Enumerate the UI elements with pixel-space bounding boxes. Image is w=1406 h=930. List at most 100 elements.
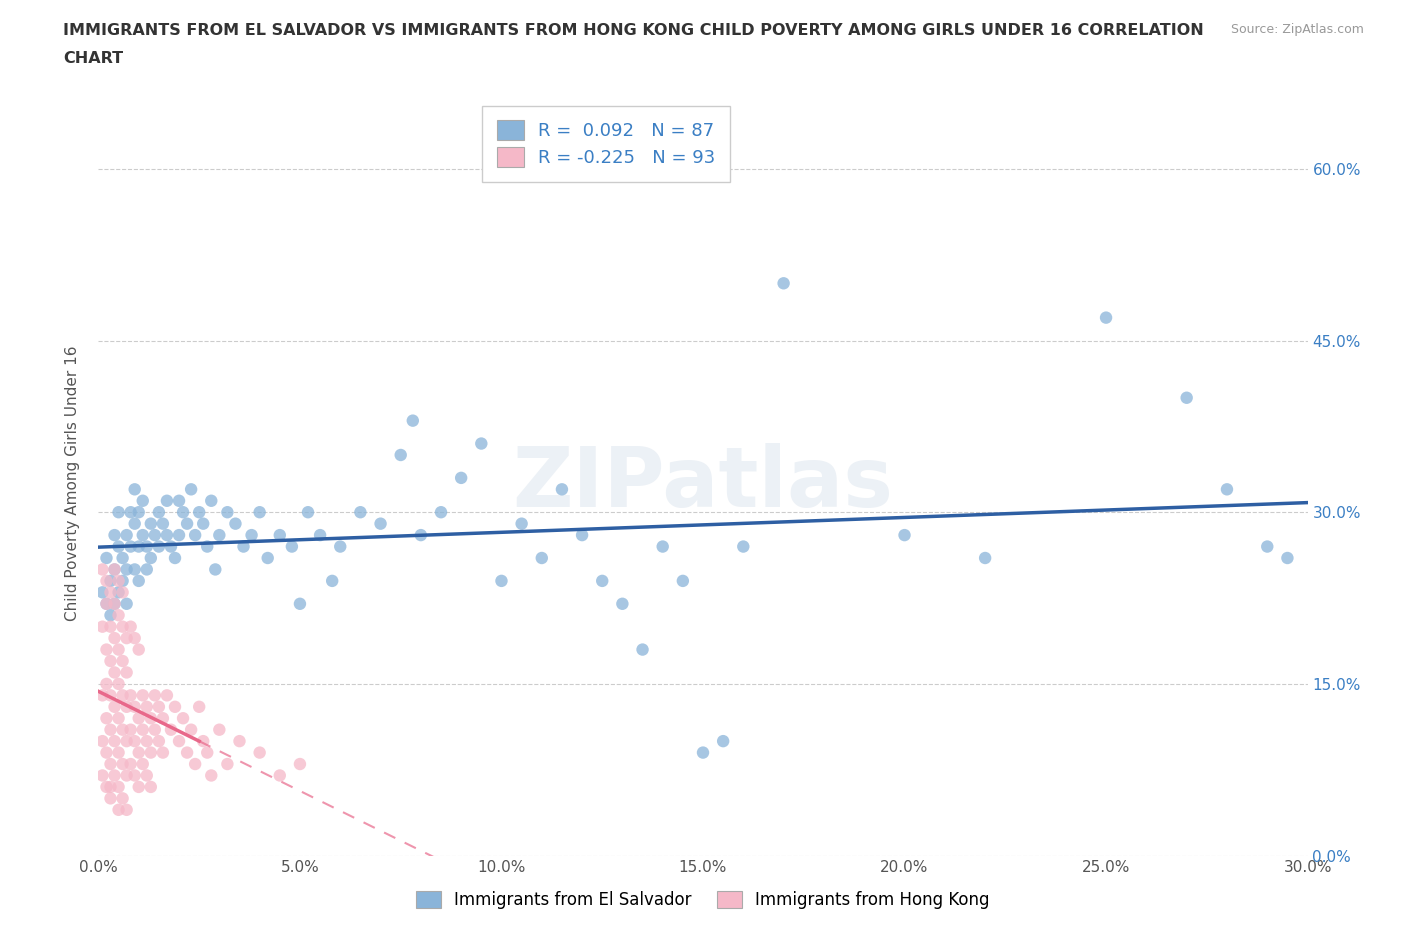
Point xyxy=(139,711,162,725)
Point xyxy=(217,757,239,772)
Point xyxy=(100,757,122,772)
Point xyxy=(111,551,134,565)
Point xyxy=(91,562,114,577)
Text: ZIPatlas: ZIPatlas xyxy=(513,443,893,525)
Point xyxy=(111,688,134,703)
Point xyxy=(96,574,118,589)
Point xyxy=(200,493,222,508)
Point xyxy=(120,688,142,703)
Point xyxy=(111,574,134,589)
Point xyxy=(103,562,125,577)
Legend: R =  0.092   N = 87, R = -0.225   N = 93: R = 0.092 N = 87, R = -0.225 N = 93 xyxy=(482,106,730,181)
Point xyxy=(96,711,118,725)
Point xyxy=(156,493,179,508)
Point xyxy=(111,654,134,669)
Point xyxy=(193,734,215,749)
Point xyxy=(107,779,129,794)
Point xyxy=(156,527,179,542)
Point xyxy=(152,711,174,725)
Point xyxy=(152,745,174,760)
Point xyxy=(1216,482,1239,497)
Point xyxy=(107,745,129,760)
Point xyxy=(1256,539,1278,554)
Point xyxy=(148,699,170,714)
Point xyxy=(249,745,271,760)
Point xyxy=(96,779,118,794)
Point xyxy=(91,585,114,600)
Point xyxy=(115,562,138,577)
Point xyxy=(224,516,246,531)
Point xyxy=(148,734,170,749)
Point xyxy=(256,551,278,565)
Point xyxy=(120,619,142,634)
Point xyxy=(651,539,673,554)
Point xyxy=(111,585,134,600)
Point xyxy=(139,779,162,794)
Point xyxy=(672,574,695,589)
Point xyxy=(167,734,190,749)
Point xyxy=(111,790,134,805)
Point xyxy=(96,596,118,611)
Point xyxy=(107,608,129,623)
Point xyxy=(148,505,170,520)
Point xyxy=(297,505,319,520)
Point xyxy=(107,585,129,600)
Point xyxy=(389,447,412,462)
Point xyxy=(91,688,114,703)
Point xyxy=(176,745,198,760)
Point xyxy=(128,505,150,520)
Point xyxy=(128,779,150,794)
Point xyxy=(160,723,183,737)
Point xyxy=(124,734,146,749)
Point xyxy=(217,505,239,520)
Point xyxy=(195,539,218,554)
Point xyxy=(139,551,162,565)
Point xyxy=(893,527,915,542)
Point xyxy=(591,574,613,589)
Point xyxy=(103,596,125,611)
Point xyxy=(124,768,146,783)
Point xyxy=(135,539,157,554)
Point xyxy=(188,505,211,520)
Point xyxy=(692,745,714,760)
Point xyxy=(180,482,202,497)
Point xyxy=(96,745,118,760)
Point xyxy=(232,539,254,554)
Point xyxy=(321,574,343,589)
Point xyxy=(132,688,155,703)
Point xyxy=(115,631,138,645)
Point xyxy=(135,699,157,714)
Point xyxy=(96,676,118,691)
Point xyxy=(612,596,634,611)
Point xyxy=(100,608,122,623)
Point xyxy=(184,757,207,772)
Point xyxy=(288,757,311,772)
Point xyxy=(228,734,250,749)
Point xyxy=(135,768,157,783)
Point xyxy=(100,585,122,600)
Point xyxy=(107,711,129,725)
Point xyxy=(124,516,146,531)
Point xyxy=(100,688,122,703)
Point xyxy=(135,734,157,749)
Point xyxy=(115,734,138,749)
Point xyxy=(128,574,150,589)
Point xyxy=(115,699,138,714)
Point xyxy=(100,574,122,589)
Point xyxy=(135,562,157,577)
Point xyxy=(184,527,207,542)
Point xyxy=(107,574,129,589)
Point xyxy=(167,493,190,508)
Point xyxy=(107,539,129,554)
Point xyxy=(91,619,114,634)
Point xyxy=(128,642,150,657)
Point xyxy=(103,768,125,783)
Point xyxy=(329,539,352,554)
Point xyxy=(120,723,142,737)
Point xyxy=(240,527,263,542)
Point xyxy=(100,723,122,737)
Legend: Immigrants from El Salvador, Immigrants from Hong Kong: Immigrants from El Salvador, Immigrants … xyxy=(408,883,998,917)
Point xyxy=(309,527,332,542)
Point xyxy=(103,562,125,577)
Point xyxy=(510,516,533,531)
